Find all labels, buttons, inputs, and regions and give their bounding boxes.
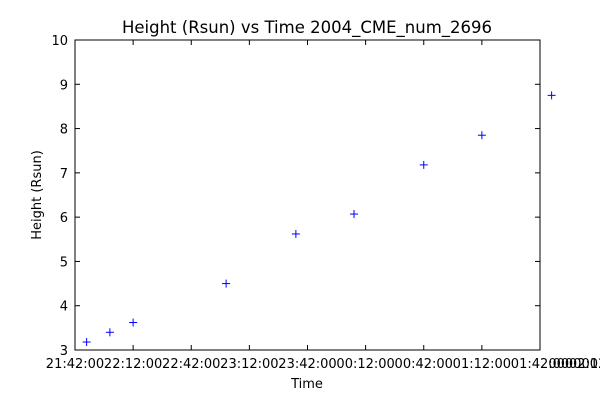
plot-frame <box>74 39 541 351</box>
chart-title: Height (Rsun) vs Time 2004_CME_num_2696 <box>122 18 492 38</box>
x-axis-label: Time <box>290 377 323 392</box>
x-tick-label: 02:12:00 <box>569 357 600 372</box>
x-tick-label: 23:12:00 <box>220 357 278 372</box>
data-point-marker <box>105 328 114 337</box>
data-points <box>82 91 556 347</box>
y-tick-label: 10 <box>51 34 68 49</box>
x-tick-label: 00:42:00 <box>395 357 453 372</box>
y-axis: 3 4 5 6 7 8 9 10 <box>51 34 540 359</box>
x-tick-label: 23:42:00 <box>278 357 336 372</box>
x-tick-label: 00:12:00 <box>336 357 394 372</box>
y-tick-label: 3 <box>60 344 68 359</box>
data-point-marker <box>419 160 428 169</box>
y-tick-label: 5 <box>60 255 68 270</box>
data-point-marker <box>82 338 91 347</box>
x-tick-label-overflow: 000000 <box>548 357 598 372</box>
y-tick-label: 7 <box>60 167 68 182</box>
data-point-marker <box>350 210 358 219</box>
y-axis-label: Height (Rsun) <box>30 150 45 240</box>
data-point-marker <box>222 279 231 288</box>
x-tick-label: 01:12:00 <box>453 357 511 372</box>
x-tick-label: 01:42:00 <box>511 357 569 372</box>
y-tick-label: 9 <box>60 78 68 93</box>
x-tick-label: 22:12:00 <box>104 357 162 372</box>
y-tick-label: 6 <box>60 211 68 226</box>
data-point-marker <box>547 91 556 100</box>
y-tick-label: 8 <box>60 123 68 138</box>
data-point-marker <box>477 131 486 140</box>
y-tick-label: 4 <box>60 300 68 315</box>
data-point-marker <box>291 229 300 238</box>
data-point-marker <box>129 318 138 327</box>
x-tick-label: 22:42:00 <box>162 357 220 372</box>
x-tick-label: 21:42:00 <box>46 357 104 372</box>
x-axis: 21:42:00 22:12:00 22:42:00 23:12:00 23:42:00… <box>46 40 600 372</box>
